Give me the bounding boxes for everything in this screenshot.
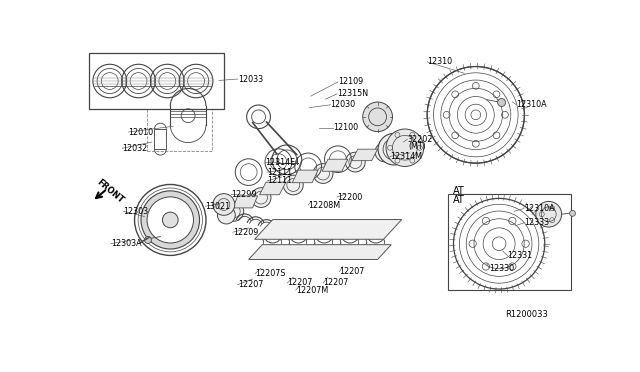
Polygon shape xyxy=(292,170,318,183)
Ellipse shape xyxy=(213,194,235,215)
Text: AT: AT xyxy=(453,186,465,196)
Ellipse shape xyxy=(363,102,392,132)
Polygon shape xyxy=(322,159,348,171)
Text: 12109: 12109 xyxy=(338,77,363,86)
Text: 12207: 12207 xyxy=(237,280,263,289)
Text: 12200: 12200 xyxy=(337,193,362,202)
Text: 12111: 12111 xyxy=(268,176,292,185)
Text: R1200033: R1200033 xyxy=(506,310,548,319)
Text: 12030: 12030 xyxy=(330,100,356,109)
Text: 12310A: 12310A xyxy=(524,204,554,213)
Ellipse shape xyxy=(163,212,178,228)
Ellipse shape xyxy=(498,99,506,106)
Bar xyxy=(448,194,571,290)
Text: 12314E: 12314E xyxy=(265,158,295,167)
Text: 12207: 12207 xyxy=(339,267,365,276)
Ellipse shape xyxy=(145,237,152,243)
Text: 12331: 12331 xyxy=(508,251,532,260)
Polygon shape xyxy=(249,245,391,260)
Polygon shape xyxy=(233,196,257,208)
Text: 12310: 12310 xyxy=(428,57,452,66)
Text: FRONT: FRONT xyxy=(95,178,125,205)
Text: 12100: 12100 xyxy=(333,123,358,132)
Text: 12303A: 12303A xyxy=(111,239,141,248)
Ellipse shape xyxy=(147,197,193,243)
Text: 12315N: 12315N xyxy=(337,89,368,99)
Text: (MT): (MT) xyxy=(409,142,427,151)
Bar xyxy=(89,53,225,109)
Text: 12111: 12111 xyxy=(268,168,292,177)
Ellipse shape xyxy=(386,129,424,167)
Text: 12303: 12303 xyxy=(124,207,148,216)
Ellipse shape xyxy=(218,206,236,224)
Polygon shape xyxy=(260,182,286,195)
Ellipse shape xyxy=(251,188,271,208)
Text: 12314M: 12314M xyxy=(390,152,422,161)
Ellipse shape xyxy=(375,142,395,162)
Ellipse shape xyxy=(570,211,575,216)
Ellipse shape xyxy=(313,164,333,183)
Ellipse shape xyxy=(141,191,200,249)
Text: 12207: 12207 xyxy=(323,279,348,288)
Bar xyxy=(154,129,166,149)
Text: 12207S: 12207S xyxy=(255,269,285,278)
Text: 12033: 12033 xyxy=(237,74,263,83)
Text: 12032: 12032 xyxy=(122,144,147,153)
Text: 12310A: 12310A xyxy=(516,100,547,109)
Ellipse shape xyxy=(284,175,303,195)
Bar xyxy=(147,109,212,151)
Text: 12299: 12299 xyxy=(231,190,257,199)
Ellipse shape xyxy=(224,202,244,221)
Text: 13021: 13021 xyxy=(205,202,230,211)
Text: 12333: 12333 xyxy=(524,218,549,227)
Ellipse shape xyxy=(346,152,365,172)
Text: 32202: 32202 xyxy=(408,135,433,144)
Ellipse shape xyxy=(378,134,410,165)
Text: 12208M: 12208M xyxy=(308,201,340,209)
Ellipse shape xyxy=(536,201,562,227)
Text: AT: AT xyxy=(453,195,465,205)
Polygon shape xyxy=(352,149,378,161)
Polygon shape xyxy=(255,219,402,239)
Text: 12209: 12209 xyxy=(233,228,258,237)
Text: 12207M: 12207M xyxy=(296,286,328,295)
Text: 12010: 12010 xyxy=(129,128,154,137)
Text: 12207: 12207 xyxy=(287,279,313,288)
Text: 12330: 12330 xyxy=(489,264,515,273)
